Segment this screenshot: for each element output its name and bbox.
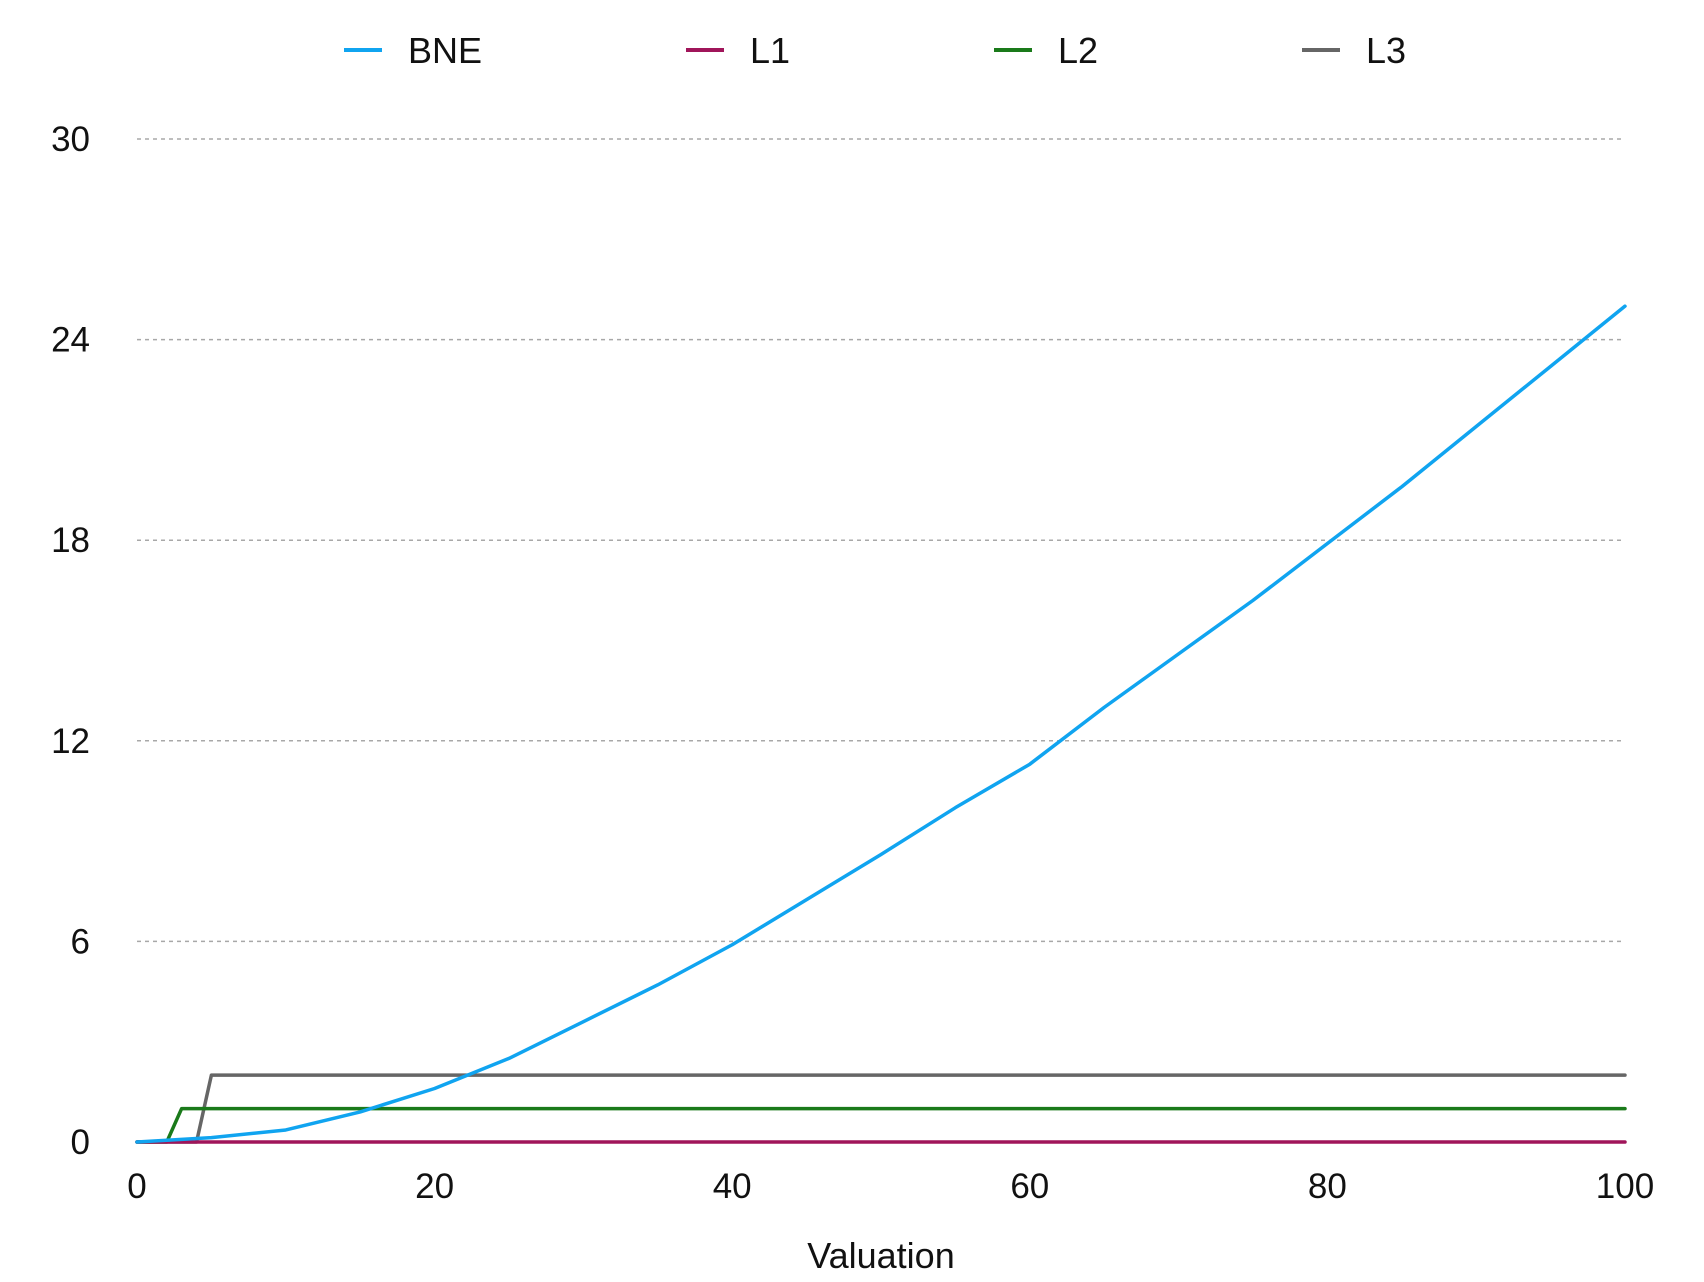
- y-tick-label: 6: [71, 922, 90, 961]
- y-tick-label: 0: [71, 1123, 90, 1162]
- legend-item-l3: L3: [1302, 30, 1406, 71]
- legend-label: L3: [1366, 30, 1406, 71]
- y-tick-label: 18: [51, 521, 90, 560]
- x-tick-label: 80: [1308, 1167, 1347, 1206]
- legend-item-l2: L2: [994, 30, 1098, 71]
- legend-label: BNE: [408, 30, 482, 71]
- y-tick-label: 30: [51, 120, 90, 159]
- legend: BNE L1 L2 L3: [344, 30, 1406, 71]
- x-tick-label: 0: [127, 1167, 146, 1206]
- x-tick-label: 100: [1596, 1167, 1654, 1206]
- y-axis-tick-labels: 0 6 12 18 24 30: [51, 120, 90, 1162]
- legend-item-bne: BNE: [344, 30, 482, 71]
- legend-label: L1: [750, 30, 790, 71]
- x-tick-label: 20: [415, 1167, 454, 1206]
- y-tick-label: 12: [51, 722, 90, 761]
- gridlines: [137, 138, 1625, 943]
- series-lines: [135, 304, 1627, 1144]
- legend-item-l1: L1: [686, 30, 790, 71]
- series-line-bne: [135, 304, 1627, 1144]
- legend-label: L2: [1058, 30, 1098, 71]
- x-axis-tick-labels: 0 20 40 60 80 100: [127, 1167, 1654, 1206]
- x-axis-title: Valuation: [807, 1235, 954, 1276]
- x-tick-label: 60: [1010, 1167, 1049, 1206]
- y-tick-label: 24: [51, 321, 90, 360]
- x-tick-label: 40: [713, 1167, 752, 1206]
